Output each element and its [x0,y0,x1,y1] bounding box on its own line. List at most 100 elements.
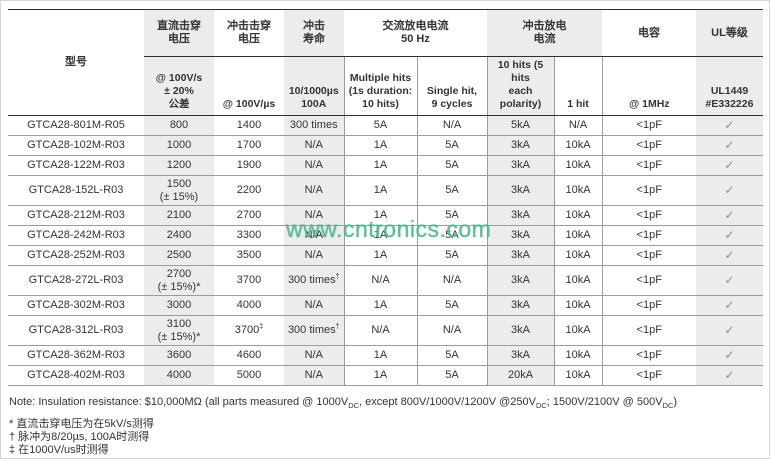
ul-check-icon: ✓ [696,155,763,176]
value-cell: N/A [416,265,487,296]
insulation-note: Note: Insulation resistance: $10,000MΩ (… [9,396,678,411]
value-cell: 300 times [284,115,344,136]
table-row: GTCA28-312L-R03 3100 (± 15%)* 3700‡ 300 tim… [8,315,763,346]
value-cell: 5000 [214,365,284,386]
value-cell: 1A [343,175,417,206]
value-cell: 3kA [486,315,554,346]
model-cell: GTCA28-312L-R03 [8,315,144,346]
value-cell: 10kA [553,135,602,156]
sub-header: @ 100V/µs [214,56,284,116]
ul-check-icon: ✓ [696,265,763,296]
value-cell: 3500 [214,245,284,266]
sub-header: Multiple hits (1s duration: 10 hits) [343,56,417,116]
model-cell: GTCA28-362M-R03 [8,345,144,366]
value-cell: 3kA [486,265,554,296]
model-column-header: 型号 [8,9,144,116]
value-cell: N/A [284,135,344,156]
value-cell: 800 [144,115,214,136]
spec-table: 型号 直流击穿 电压 冲击击穿 电压 冲击 寿命 交流放电电流 50 Hz 冲击放电 电流… [8,9,763,386]
spec-table-header: 型号 直流击穿 电压 冲击击穿 电压 冲击 寿命 交流放电电流 50 Hz 冲击放电 电流… [8,9,763,116]
sub-header-row: @ 100V/s ± 20% 公差 @ 100V/µs 10/1000µs 100A… [8,56,763,116]
value-cell: 5A [416,245,487,266]
value-cell: 3300 [214,225,284,246]
model-cell: GTCA28-122M-R03 [8,155,144,176]
value-cell: 1200 [144,155,214,176]
value-cell: 2500 [144,245,214,266]
value-cell: 3600 [144,345,214,366]
table-row: GTCA28-252M-R03 2500 3500 N/A 1A 5A 3kA 10kA <1p… [8,245,763,266]
value-cell: 5A [416,135,487,156]
model-cell: GTCA28-272L-R03 [8,265,144,296]
footnotes: * 直流击穿电压为在5kV/s测得 † 脉冲为8/20µs, 100A时测得 ‡ 在… [9,418,769,457]
value-cell: N/A [284,345,344,366]
value-cell: <1pF [601,265,696,296]
value-cell: <1pF [601,115,696,136]
value-cell: N/A [284,175,344,206]
value-cell: 5A [416,365,487,386]
value-cell: 5A [416,155,487,176]
value-cell: 5kA [486,115,554,136]
table-row: GTCA28-801M-R05 800 1400 300 times 5A N/A 5kA N… [8,115,763,136]
table-row: GTCA28-362M-R03 3600 4600 N/A 1A 5A 3kA 10kA <1p… [8,345,763,366]
group-header: 直流击穿 电压 [144,9,214,57]
value-cell: <1pF [601,155,696,176]
footnote-marker: † [335,273,340,281]
value-cell: <1pF [601,245,696,266]
model-cell: GTCA28-302M-R03 [8,295,144,316]
value-cell: 5A [416,295,487,316]
value-cell: 10kA [553,365,602,386]
value-cell: 10kA [553,265,602,296]
value-cell: 3000 [144,295,214,316]
value-cell: 10kA [553,225,602,246]
value-cell: 3kA [486,225,554,246]
value-cell: 1A [343,135,417,156]
value-cell: 10kA [553,155,602,176]
spec-table-body: GTCA28-801M-R05 800 1400 300 times 5A N/A 5kA N… [8,115,763,386]
sub-header: 10 hits (5 hits each polarity) [486,56,554,116]
value-cell: N/A [553,115,602,136]
value-cell: 1A [343,295,417,316]
footnote-line: * 直流击穿电压为在5kV/s测得 [9,418,154,430]
value-cell: 1A [343,155,417,176]
value-cell: 3700 [214,265,284,296]
value-cell: 4600 [214,345,284,366]
table-row: GTCA28-402M-R03 4000 5000 N/A 1A 5A 20kA 10kA <1… [8,365,763,386]
value-cell: 4000 [144,365,214,386]
value-cell: 5A [416,175,487,206]
value-cell: 20kA [486,365,554,386]
value-cell: 10kA [553,345,602,366]
table-row: GTCA28-212M-R03 2100 2700 N/A 1A 5A 3kA 10kA <1p… [8,205,763,226]
footnote-marker: † [335,323,340,331]
table-row: GTCA28-152L-R03 1500 (± 15%) 2200 N/A 1A 5A 3k… [8,175,763,206]
value-cell: 3700‡ [214,315,284,346]
value-cell: 3kA [486,205,554,226]
table-row: GTCA28-242M-R03 2400 3300 N/A 1A 5A 3kA 10kA <1p… [8,225,763,246]
value-cell: 1500 (± 15%) [144,175,214,206]
ul-check-icon: ✓ [696,345,763,366]
value-cell: 1400 [214,115,284,136]
model-cell: GTCA28-152L-R03 [8,175,144,206]
value-cell: 2700 [214,205,284,226]
value-cell: 1900 [214,155,284,176]
value-cell: <1pF [601,295,696,316]
ul-check-icon: ✓ [696,225,763,246]
value-cell: <1pF [601,175,696,206]
ul-check-icon: ✓ [696,245,763,266]
group-header: 电容 [602,9,696,57]
value-cell: 3kA [486,345,554,366]
table-row: GTCA28-302M-R03 3000 4000 N/A 1A 5A 3kA 10kA <1p… [8,295,763,316]
subscript-dc: DC [662,401,674,411]
value-cell: 3kA [486,175,554,206]
group-header: 交流放电电流 50 Hz [344,9,487,57]
ul-check-icon: ✓ [696,315,763,346]
value-cell: 10kA [553,175,602,206]
group-header-row: 型号 直流击穿 电压 冲击击穿 电压 冲击 寿命 交流放电电流 50 Hz 冲击放电 电流… [8,9,763,116]
value-cell: <1pF [601,315,696,346]
group-header: 冲击 寿命 [284,9,344,57]
value-cell: 3kA [486,245,554,266]
value-cell: 1A [343,365,417,386]
sub-header: UL1449 #E332226 [696,56,763,116]
ul-check-icon: ✓ [696,135,763,156]
ul-check-icon: ✓ [696,205,763,226]
